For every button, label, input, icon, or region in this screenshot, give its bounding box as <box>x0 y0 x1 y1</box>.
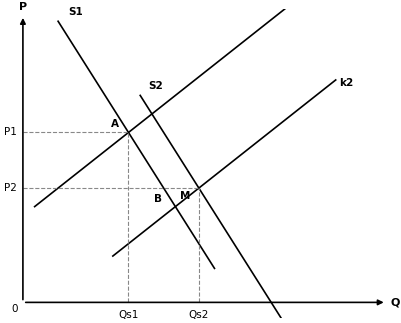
Text: Qs1: Qs1 <box>118 310 138 320</box>
Text: P2: P2 <box>4 183 17 193</box>
Text: 0: 0 <box>12 304 18 314</box>
Text: S1: S1 <box>68 7 83 16</box>
Text: k2: k2 <box>339 78 353 88</box>
Text: B: B <box>154 193 161 203</box>
Text: Qs2: Qs2 <box>188 310 209 320</box>
Text: S2: S2 <box>148 81 162 91</box>
Text: A: A <box>111 120 119 130</box>
Text: M: M <box>180 191 190 201</box>
Text: P: P <box>19 2 27 12</box>
Text: Q: Q <box>389 297 399 307</box>
Text: P1: P1 <box>4 128 17 138</box>
